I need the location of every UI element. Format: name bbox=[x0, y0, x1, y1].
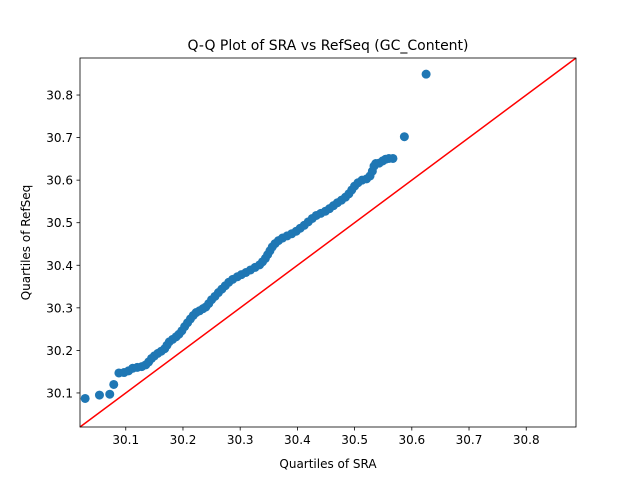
y-tick-label: 30.8 bbox=[46, 89, 73, 103]
x-tick-label: 30.2 bbox=[170, 433, 197, 447]
reference-line bbox=[79, 57, 577, 428]
data-point bbox=[80, 393, 90, 403]
scatter-points bbox=[80, 69, 431, 403]
y-tick-label: 30.5 bbox=[46, 216, 73, 230]
data-point bbox=[105, 389, 115, 399]
x-axis: 30.1 30.2 30.3 30.4 30.5 30.6 30.7 30.8 bbox=[112, 427, 540, 447]
data-point bbox=[421, 69, 431, 79]
x-tick-label: 30.5 bbox=[341, 433, 368, 447]
x-axis-label: Quartiles of SRA bbox=[279, 457, 377, 471]
x-tick-label: 30.3 bbox=[227, 433, 254, 447]
y-tick-label: 30.2 bbox=[46, 344, 73, 358]
chart-title: Q-Q Plot of SRA vs RefSeq (GC_Content) bbox=[187, 38, 468, 54]
y-axis-label: Quartiles of RefSeq bbox=[19, 185, 33, 301]
plot-clip-area bbox=[79, 57, 577, 428]
x-tick-label: 30.4 bbox=[284, 433, 311, 447]
y-tick-label: 30.1 bbox=[46, 386, 73, 400]
x-tick-label: 30.7 bbox=[456, 433, 483, 447]
data-point bbox=[388, 153, 398, 163]
plot-frame bbox=[79, 57, 577, 428]
y-tick-label: 30.6 bbox=[46, 174, 73, 188]
y-tick-label: 30.3 bbox=[46, 301, 73, 315]
x-tick-label: 30.6 bbox=[398, 433, 425, 447]
x-tick-label: 30.1 bbox=[112, 433, 139, 447]
data-point bbox=[109, 379, 119, 389]
data-point bbox=[399, 132, 409, 142]
data-point bbox=[94, 390, 104, 400]
y-tick-label: 30.7 bbox=[46, 131, 73, 145]
x-tick-label: 30.8 bbox=[513, 433, 540, 447]
y-tick-label: 30.4 bbox=[46, 259, 73, 273]
y-axis: 30.1 30.2 30.3 30.4 30.5 30.6 30.7 30.8 bbox=[46, 89, 80, 400]
